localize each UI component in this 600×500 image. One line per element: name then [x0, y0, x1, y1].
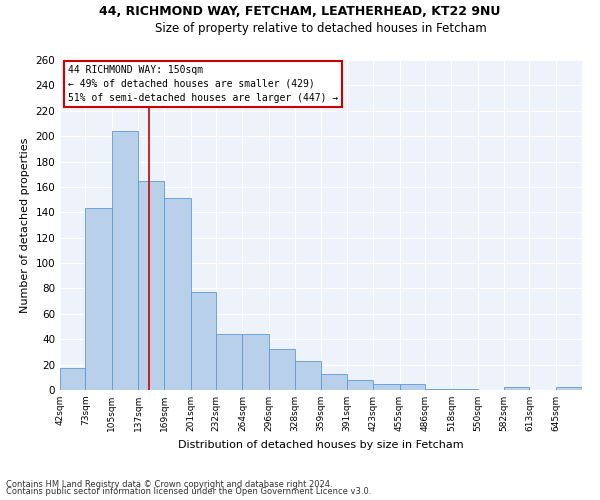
Bar — [112, 131, 138, 390]
Bar — [504, 388, 529, 390]
Bar — [164, 198, 191, 390]
Bar — [556, 388, 582, 390]
Text: 44 RICHMOND WAY: 150sqm
← 49% of detached houses are smaller (429)
51% of semi-d: 44 RICHMOND WAY: 150sqm ← 49% of detache… — [68, 65, 338, 103]
Text: 44, RICHMOND WAY, FETCHAM, LEATHERHEAD, KT22 9NU: 44, RICHMOND WAY, FETCHAM, LEATHERHEAD, … — [100, 5, 500, 18]
Bar — [60, 368, 85, 390]
Bar — [191, 292, 216, 390]
Bar — [242, 334, 269, 390]
Text: Contains HM Land Registry data © Crown copyright and database right 2024.: Contains HM Land Registry data © Crown c… — [6, 480, 332, 489]
Bar — [216, 334, 242, 390]
Bar — [373, 384, 400, 390]
Bar — [451, 388, 478, 390]
Bar — [347, 380, 373, 390]
Bar — [85, 208, 112, 390]
Bar — [295, 361, 320, 390]
Title: Size of property relative to detached houses in Fetcham: Size of property relative to detached ho… — [155, 22, 487, 35]
Bar — [320, 374, 347, 390]
Text: Contains public sector information licensed under the Open Government Licence v3: Contains public sector information licen… — [6, 487, 371, 496]
X-axis label: Distribution of detached houses by size in Fetcham: Distribution of detached houses by size … — [178, 440, 464, 450]
Bar — [425, 388, 451, 390]
Y-axis label: Number of detached properties: Number of detached properties — [20, 138, 30, 312]
Bar — [400, 384, 425, 390]
Bar — [138, 180, 164, 390]
Bar — [269, 350, 295, 390]
